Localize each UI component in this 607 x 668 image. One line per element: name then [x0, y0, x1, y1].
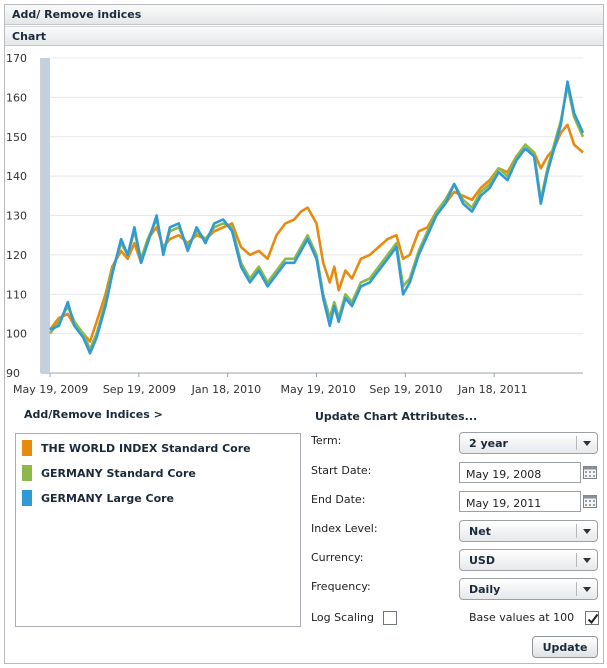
line-chart: 90 100 110 120 130 140 150 160 170 May 19, 2009 S…	[6, 52, 585, 396]
y-tick-label: 150	[6, 131, 27, 144]
y-tick-label: 100	[6, 328, 27, 341]
start-date-input[interactable]	[459, 462, 581, 483]
end-date-input[interactable]	[459, 491, 581, 512]
legend-swatch-blue	[22, 490, 32, 506]
y-tick-label: 160	[6, 91, 27, 104]
index-item-world-standard-core[interactable]: THE WORLD INDEX Standard Core	[22, 440, 251, 456]
index-label: GERMANY Standard Core	[41, 466, 196, 480]
index-level-label: Index Level:	[311, 522, 378, 535]
chevron-down-icon	[583, 441, 591, 446]
x-tick-label: May 19, 2010	[281, 383, 356, 396]
y-axis: 90 100 110 120 130 140 150 160 170	[6, 52, 27, 380]
checkmark-icon	[587, 613, 599, 625]
currency-value: USD	[469, 554, 495, 567]
legend-swatch-green	[22, 465, 32, 481]
add-remove-indices-link[interactable]: Add/Remove Indices >	[24, 408, 163, 421]
x-tick-label: Jan 18, 2011	[457, 383, 527, 396]
index-level-value: Net	[469, 525, 491, 538]
series-line	[49, 80, 585, 355]
select-divider	[576, 553, 577, 567]
index-label: THE WORLD INDEX Standard Core	[41, 441, 251, 455]
log-scaling-checkbox[interactable]	[383, 611, 397, 625]
frequency-value: Daily	[469, 583, 501, 596]
chart-attributes-title: Update Chart Attributes...	[315, 410, 478, 423]
term-select[interactable]: 2 year	[459, 432, 598, 454]
frequency-label: Frequency:	[311, 580, 371, 593]
select-divider	[576, 524, 577, 538]
term-label: Term:	[311, 434, 342, 447]
chevron-down-icon	[583, 558, 591, 563]
term-value: 2 year	[469, 437, 508, 450]
y-tick-label: 130	[6, 210, 27, 223]
y-tick-label: 170	[6, 52, 27, 65]
x-tick-label: May 19, 2009	[13, 383, 88, 396]
update-button[interactable]: Update	[532, 636, 598, 658]
series-line	[48, 123, 584, 343]
calendar-icon[interactable]	[583, 495, 597, 508]
series-line	[48, 84, 585, 351]
chart-range-handle[interactable]	[41, 58, 50, 373]
x-tick-label: Sep 19, 2009	[103, 383, 176, 396]
x-axis: May 19, 2009 Sep 19, 2009 Jan 18, 2010 May …	[13, 373, 528, 396]
x-tick-label: Jan 18, 2010	[191, 383, 261, 396]
panel-title: Add/ Remove indices	[5, 5, 603, 25]
end-date-label: End Date:	[311, 493, 366, 506]
chevron-down-icon	[583, 587, 591, 592]
frequency-select[interactable]: Daily	[459, 578, 598, 600]
chart-header: Chart	[5, 26, 603, 46]
chart-series	[48, 80, 585, 355]
y-tick-label: 90	[6, 367, 20, 380]
chevron-down-icon	[583, 529, 591, 534]
log-scaling-label: Log Scaling	[311, 611, 374, 624]
y-tick-label: 110	[6, 288, 27, 301]
indices-list: THE WORLD INDEX Standard Core GERMANY St…	[15, 433, 301, 627]
currency-label: Currency:	[311, 551, 364, 564]
currency-select[interactable]: USD	[459, 549, 598, 571]
select-divider	[576, 436, 577, 450]
y-tick-label: 120	[6, 249, 27, 262]
base-values-label: Base values at 100	[469, 611, 575, 624]
index-level-select[interactable]: Net	[459, 520, 598, 542]
x-tick-label: Sep 19, 2010	[369, 383, 442, 396]
legend-swatch-orange	[22, 440, 32, 456]
select-divider	[576, 582, 577, 596]
calendar-icon[interactable]	[583, 466, 597, 479]
index-item-germany-standard-core[interactable]: GERMANY Standard Core	[22, 465, 196, 481]
base-values-checkbox[interactable]	[585, 611, 599, 625]
y-tick-label: 140	[6, 170, 27, 183]
index-label: GERMANY Large Core	[41, 491, 175, 505]
start-date-label: Start Date:	[311, 464, 372, 477]
index-item-germany-large-core[interactable]: GERMANY Large Core	[22, 490, 174, 506]
